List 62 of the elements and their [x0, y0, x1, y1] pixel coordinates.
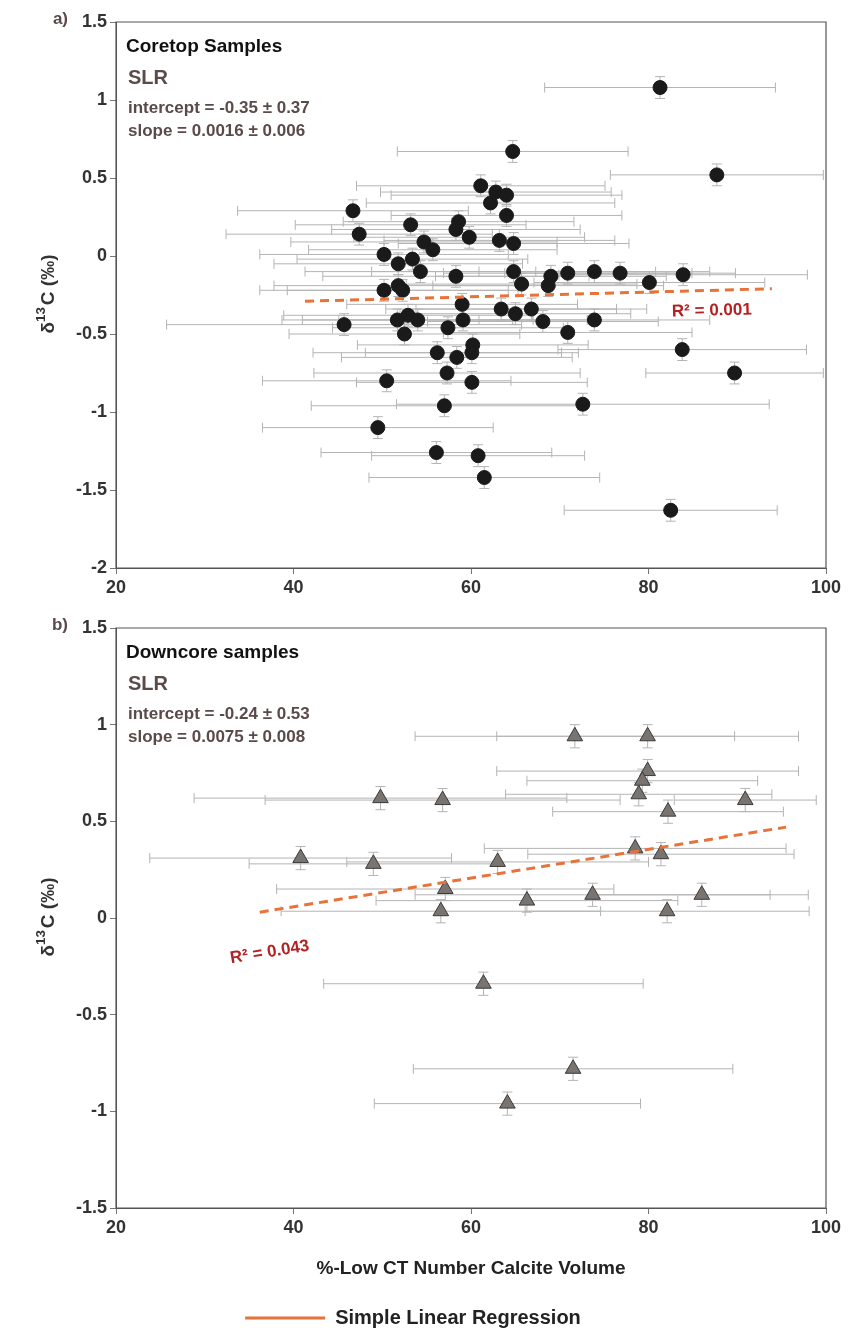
point — [475, 974, 492, 989]
point — [693, 885, 711, 900]
annotation: intercept = -0.24 ± 0.53 — [128, 704, 310, 723]
y-tick-label: 0 — [96, 244, 107, 265]
point — [630, 784, 648, 800]
x-tick-label: 100 — [810, 1216, 842, 1237]
point — [584, 885, 601, 900]
point — [658, 901, 676, 917]
y-tick-label: -1.5 — [75, 1196, 107, 1217]
text: Downcore samples — [126, 641, 300, 662]
text: a) — [52, 9, 68, 28]
annotation: intercept = -0.35 ± 0.37 — [128, 98, 310, 117]
annotation: SLR — [128, 66, 169, 88]
point — [365, 854, 382, 869]
annotation: R² = 0.043 — [228, 935, 311, 968]
y-axis-title: δ13C (‰) — [33, 254, 58, 334]
text: Coretop Samples — [126, 35, 283, 56]
point — [736, 790, 754, 806]
y-tick-label: -0.5 — [75, 322, 107, 343]
text: b) — [51, 615, 68, 634]
x-tick-label: 60 — [460, 576, 482, 597]
point — [436, 879, 454, 894]
point — [518, 891, 536, 906]
x-tick-label: 80 — [638, 576, 659, 597]
y-tick-label: 1.5 — [81, 10, 107, 31]
point — [432, 901, 450, 917]
x-tick-label: 20 — [105, 576, 127, 597]
y-axis-title: δ13C (‰) — [33, 877, 58, 957]
x-tick-label: 40 — [283, 1216, 304, 1237]
y-tick-label: -2 — [90, 556, 107, 577]
x-tick-label: 80 — [638, 1216, 659, 1237]
annotation: slope = 0.0075 ± 0.008 — [128, 727, 306, 746]
legend-label: Simple Linear Regression — [335, 1305, 581, 1328]
y-tick-label: 0.5 — [81, 166, 107, 187]
x-tick-label: 20 — [105, 1216, 127, 1237]
y-tick-label: 0 — [96, 906, 107, 927]
point — [659, 802, 677, 817]
x-axis-title: %-Low CT Number Calcite Volume — [316, 1256, 626, 1278]
x-tick-label: 60 — [460, 1216, 482, 1237]
annotation: R² = 0.001 — [671, 299, 753, 321]
y-tick-label: 1 — [96, 713, 107, 734]
point — [292, 848, 309, 864]
point — [566, 726, 584, 742]
x-tick-label: 100 — [810, 576, 842, 597]
annotation: slope = 0.0016 ± 0.006 — [128, 121, 306, 140]
annotation: SLR — [128, 672, 169, 694]
y-tick-label: 0.5 — [81, 810, 107, 831]
x-tick-label: 40 — [283, 576, 304, 597]
y-tick-label: 1.5 — [81, 616, 107, 637]
y-tick-label: 1 — [96, 88, 107, 109]
y-tick-label: -1 — [90, 400, 107, 421]
point — [652, 844, 670, 860]
point — [434, 790, 451, 806]
point — [564, 1059, 582, 1074]
y-tick-label: -1 — [90, 1100, 107, 1121]
point — [372, 788, 389, 804]
point — [639, 726, 656, 742]
point — [489, 852, 506, 867]
y-tick-label: -1.5 — [75, 478, 107, 499]
y-tick-label: -0.5 — [75, 1003, 107, 1024]
point — [499, 1094, 516, 1109]
point — [633, 771, 651, 786]
